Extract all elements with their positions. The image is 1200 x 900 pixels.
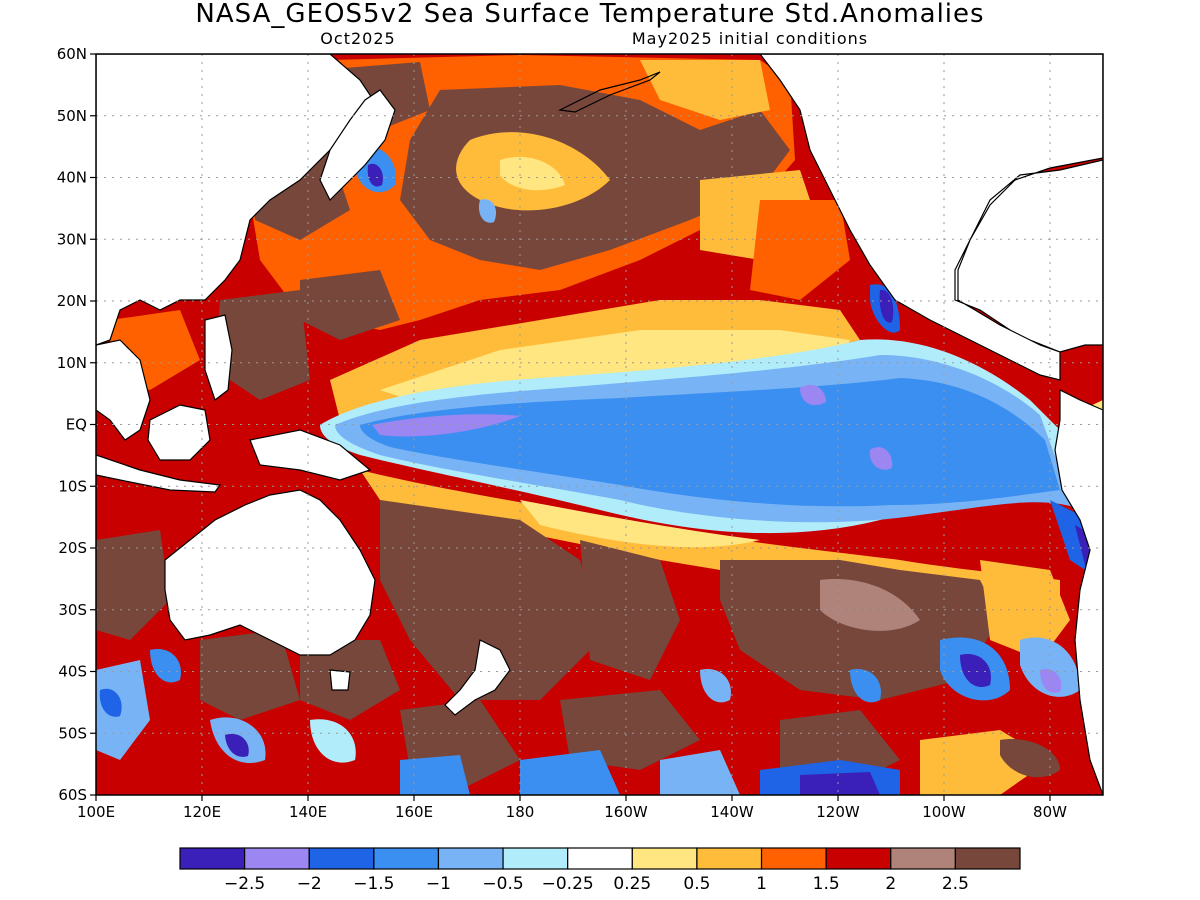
lon-tick-label: 180	[506, 803, 535, 821]
lat-tick-label: EQ	[66, 416, 87, 434]
colorbar-swatch	[308, 847, 375, 870]
colorbar-label: −2	[297, 874, 322, 894]
lat-tick-label: 60S	[58, 786, 87, 804]
lat-tick-label: 50S	[58, 724, 87, 742]
lon-tick-label: 120W	[816, 803, 860, 821]
lat-tick-label: 20N	[57, 292, 87, 310]
colorbar-label: −1	[426, 874, 451, 894]
colorbar-label: 1	[756, 874, 767, 894]
colorbar-label: 1.5	[813, 874, 840, 894]
lon-tick-label: 120E	[183, 803, 221, 821]
lon-tick-label: 160W	[604, 803, 648, 821]
colorbar-swatch	[373, 847, 440, 870]
colorbar-swatch	[696, 847, 763, 870]
lon-tick-label: 100W	[922, 803, 966, 821]
colorbar-label: −1.5	[353, 874, 394, 894]
figure-title: NASA_GEOS5v2 Sea Surface Temperature Std…	[195, 0, 984, 29]
lat-tick-label: 40S	[58, 663, 87, 681]
colorbar-swatch	[954, 847, 1021, 870]
philippines-landmass	[204, 314, 233, 401]
alaska-islands-landmass	[557, 71, 661, 113]
lat-tick-label: 50N	[57, 107, 87, 125]
lat-tick-label: 10N	[57, 354, 87, 372]
longitude-axis: 100E 120E 140E 160E 180 160W 140W 120W 100W 80W	[77, 795, 1067, 821]
colorbar-label: 2.5	[942, 874, 969, 894]
map-area	[96, 54, 1103, 795]
new-guinea-landmass	[249, 429, 372, 481]
initial-conditions-label: May2025 initial conditions	[632, 29, 868, 48]
colorbar-label: 2	[885, 874, 896, 894]
lat-tick-label: 40N	[57, 169, 87, 187]
indochina-landmass	[96, 339, 151, 441]
lon-tick-label: 140E	[289, 803, 327, 821]
new-zealand-landmass	[444, 639, 511, 716]
australia-landmass	[164, 489, 376, 656]
colorbar-swatch	[244, 847, 310, 870]
lon-tick-label: 160E	[395, 803, 433, 821]
japan-landmass	[319, 89, 396, 202]
lat-tick-label: 30S	[58, 601, 87, 619]
lat-tick-label: 10S	[58, 477, 87, 495]
land-masses	[96, 54, 1103, 795]
colorbar: −2.5 −2 −1.5 −1 −0.5 −0.25 0.25 0.5 1 1.5 2 2.5	[179, 847, 1021, 894]
sumatra-java-landmass	[96, 454, 222, 493]
colorbar-swatch	[437, 847, 504, 870]
colorbar-label: −0.25	[542, 874, 594, 894]
colorbar-label: 0.5	[683, 874, 710, 894]
colorbar-swatch	[890, 847, 956, 870]
tasmania-landmass	[329, 669, 351, 691]
lon-tick-label: 140W	[710, 803, 754, 821]
latitude-axis: 60N 50N 40N 30N 20N 10N EQ 10S 20S 30S 40S 50S 60S	[57, 45, 96, 804]
colorbar-swatch	[502, 847, 569, 870]
colorbar-label: −0.5	[482, 874, 523, 894]
lat-tick-label: 30N	[57, 230, 87, 248]
lat-tick-label: 20S	[58, 539, 87, 557]
lon-tick-label: 100E	[77, 803, 115, 821]
south-america-landmass	[1054, 389, 1103, 795]
lat-tick-label: 60N	[57, 45, 87, 63]
north-america-landmass	[759, 54, 1103, 381]
lat-lon-grid	[96, 54, 1103, 795]
colorbar-swatch	[631, 847, 698, 870]
colorbar-swatch	[567, 847, 633, 870]
colorbar-swatch	[760, 847, 827, 870]
colorbar-label: −2.5	[224, 874, 265, 894]
forecast-month-label: Oct2025	[320, 29, 395, 48]
lon-tick-label: 80W	[1033, 803, 1067, 821]
colorbar-swatch	[825, 847, 892, 870]
borneo-landmass	[147, 404, 211, 461]
colorbar-label: 0.25	[613, 874, 651, 894]
colorbar-swatch	[179, 847, 246, 870]
